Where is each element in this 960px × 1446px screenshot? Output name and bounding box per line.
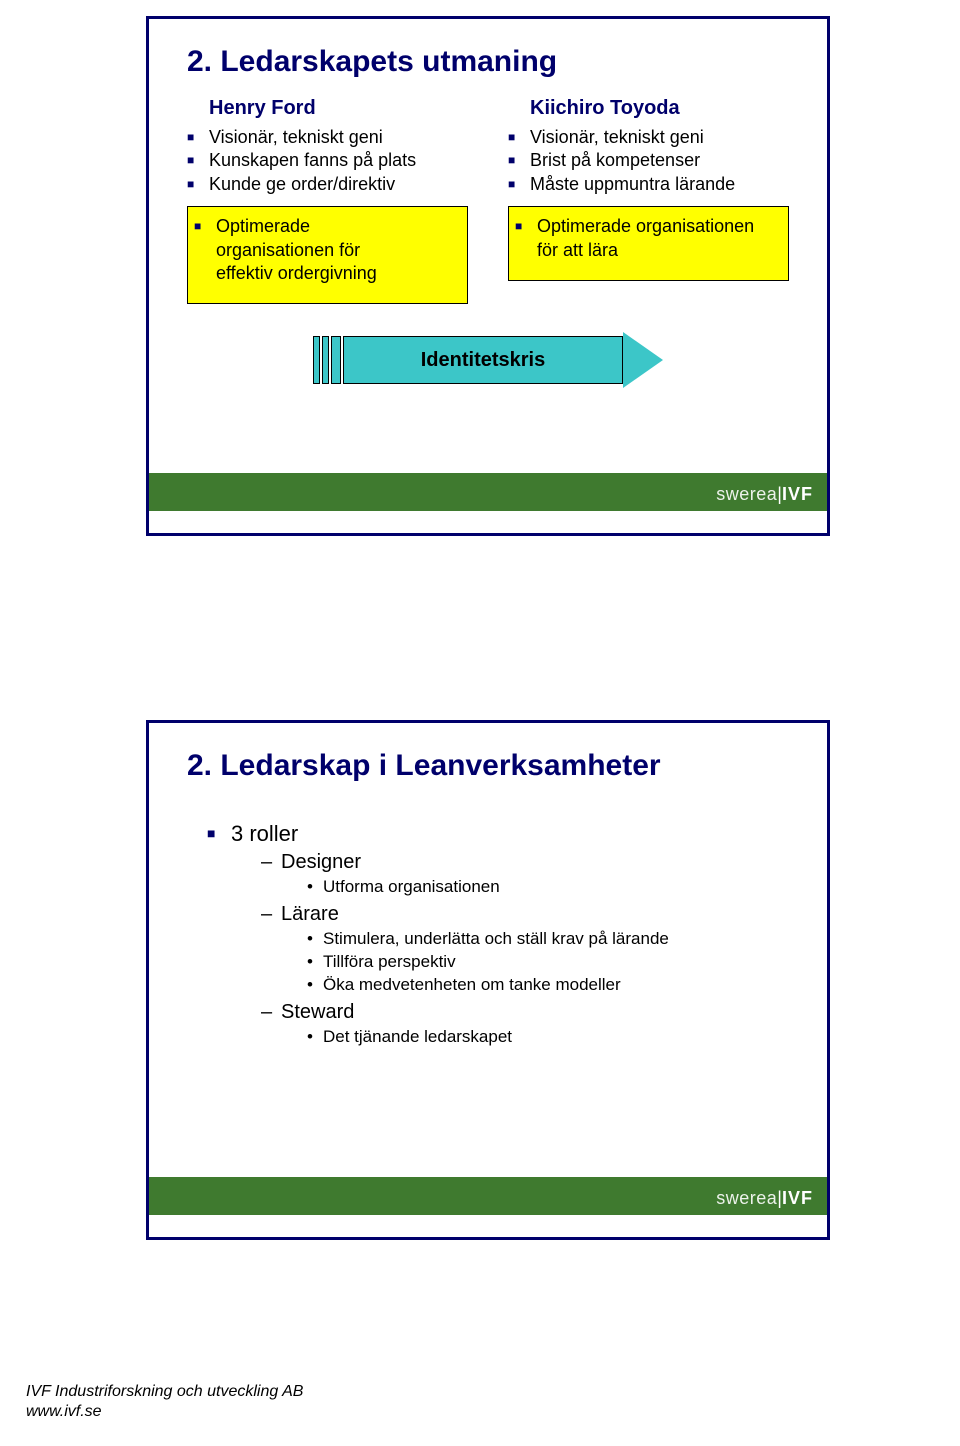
l2-text: Steward xyxy=(281,1001,354,1023)
logo-right: IVF xyxy=(782,1188,813,1208)
col-henry-ford: Henry Ford Visionär, tekniskt geni Kunsk… xyxy=(187,97,468,304)
box-line: för att lära xyxy=(537,240,618,260)
page-footer: IVF Industriforskning och utveckling AB … xyxy=(26,1382,303,1422)
l2-text: Lärare xyxy=(281,903,339,925)
l3-item: Stimulera, underlätta och ställ krav på … xyxy=(307,928,827,951)
bullet: Kunde ge order/direktiv xyxy=(187,173,468,196)
l3-item: Öka medvetenheten om tanke modeller xyxy=(307,974,827,997)
page: 2. Ledarskapets utmaning Henry Ford Visi… xyxy=(0,0,960,1446)
swerea-ivf-logo: swerea|IVF xyxy=(716,484,813,505)
roles-sublist: Designer Utforma organisationen Lärare S… xyxy=(261,851,827,1049)
bullet: Brist på kompetenser xyxy=(508,149,789,172)
slide1-title: 2. Ledarskapets utmaning xyxy=(187,45,827,79)
designer-sublist: Utforma organisationen xyxy=(307,876,827,899)
col-right-highlight-box: Optimerade organisationen för att lära xyxy=(508,206,789,281)
bullet: Måste uppmuntra lärande xyxy=(508,173,789,196)
l3-item: Utforma organisationen xyxy=(307,876,827,899)
slide1-columns: Henry Ford Visionär, tekniskt geni Kunsk… xyxy=(187,97,789,304)
col-left-box-bullet: Optimerade organisationen för effektiv o… xyxy=(194,215,461,285)
bullet: Kunskapen fanns på plats xyxy=(187,149,468,172)
col-left-bullets: Visionär, tekniskt geni Kunskapen fanns … xyxy=(187,126,468,196)
col-kiichiro-toyoda: Kiichiro Toyoda Visionär, tekniskt geni … xyxy=(508,97,789,304)
logo-right: IVF xyxy=(782,484,813,504)
box-line: effektiv ordergivning xyxy=(216,263,377,283)
arrow-head-icon xyxy=(623,332,663,388)
slide-1: 2. Ledarskapets utmaning Henry Ford Visi… xyxy=(146,16,830,536)
col-right-box-bullet: Optimerade organisationen för att lära xyxy=(515,215,782,262)
col-right-bullets: Visionär, tekniskt geni Brist på kompete… xyxy=(508,126,789,196)
bullet: Visionär, tekniskt geni xyxy=(187,126,468,149)
col-left-heading: Henry Ford xyxy=(209,97,468,120)
arrow-stripe-icon xyxy=(331,336,341,384)
bullet: Optimerade organisationen för effektiv o… xyxy=(194,215,461,285)
l1-text: 3 roller xyxy=(231,821,298,846)
box-line: organisationen för xyxy=(216,240,360,260)
col-right-heading: Kiichiro Toyoda xyxy=(530,97,789,120)
list-item-designer: Designer Utforma organisationen xyxy=(261,851,827,899)
l3-item: Tillföra perspektiv xyxy=(307,951,827,974)
arrow-label: Identitetskris xyxy=(343,336,623,384)
list-item-larare: Lärare Stimulera, underlätta och ställ k… xyxy=(261,903,827,997)
list-item-steward: Steward Det tjänande ledarskapet xyxy=(261,1001,827,1049)
identity-crisis-arrow: Identitetskris xyxy=(313,332,663,388)
logo-left: swerea xyxy=(716,484,777,504)
footer-line2: www.ivf.se xyxy=(26,1403,102,1420)
col-left-highlight-box: Optimerade organisationen för effektiv o… xyxy=(187,206,468,304)
l3-item: Det tjänande ledarskapet xyxy=(307,1026,827,1049)
slide2-title: 2. Ledarskap i Leanverksamheter xyxy=(187,749,827,783)
bullet: Visionär, tekniskt geni xyxy=(508,126,789,149)
arrow-stripe-icon xyxy=(313,336,320,384)
bullet: Optimerade organisationen för att lära xyxy=(515,215,782,262)
logo-left: swerea xyxy=(716,1188,777,1208)
list-item-roles: 3 roller Designer Utforma organisationen… xyxy=(207,821,827,1049)
box-line: Optimerade organisationen xyxy=(537,216,754,236)
steward-sublist: Det tjänande ledarskapet xyxy=(307,1026,827,1049)
swerea-ivf-logo: swerea|IVF xyxy=(716,1188,813,1209)
l2-text: Designer xyxy=(281,851,361,873)
footer-line1: IVF Industriforskning och utveckling AB xyxy=(26,1383,303,1400)
teacher-sublist: Stimulera, underlätta och ställ krav på … xyxy=(307,928,827,997)
box-line: Optimerade xyxy=(216,216,310,236)
arrow-stripe-icon xyxy=(322,336,329,384)
slide-2: 2. Ledarskap i Leanverksamheter 3 roller… xyxy=(146,720,830,1240)
roles-list: 3 roller Designer Utforma organisationen… xyxy=(207,821,827,1049)
slide2-body: 3 roller Designer Utforma organisationen… xyxy=(207,821,827,1049)
